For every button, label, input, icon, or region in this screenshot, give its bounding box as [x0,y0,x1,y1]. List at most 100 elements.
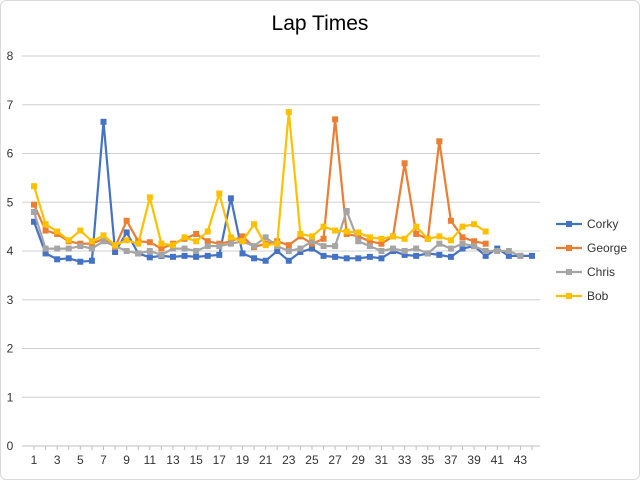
data-point-corky [193,254,199,260]
data-point-bob [413,224,419,230]
legend-swatch-marker [566,221,572,227]
data-point-corky [100,119,106,125]
data-point-chris [124,248,130,254]
data-point-bob [378,236,384,242]
data-point-chris [193,248,199,254]
data-point-chris [182,246,188,252]
data-point-george [413,231,419,237]
data-point-corky [436,252,442,258]
data-point-corky [344,255,350,261]
data-point-bob [43,221,49,227]
data-point-george [147,239,153,245]
data-point-corky [286,258,292,264]
x-tick-label: 7 [100,453,107,467]
y-tick-label: 5 [7,195,14,209]
data-point-bob [390,233,396,239]
data-point-bob [425,236,431,242]
data-point-corky [378,255,384,261]
data-point-chris [471,243,477,249]
data-point-bob [239,238,245,244]
legend-item-bob: Bob [556,289,609,303]
data-point-bob [124,237,130,243]
data-point-bob [100,232,106,238]
data-point-chris [66,246,72,252]
x-tick-label: 5 [77,453,84,467]
data-point-chris [332,243,338,249]
data-point-bob [193,238,199,244]
legend-label-chris: Chris [587,265,615,279]
data-point-chris [344,208,350,214]
data-point-bob [251,221,257,227]
data-point-chris [378,248,384,254]
x-tick-label: 39 [467,453,481,467]
data-point-chris [251,243,257,249]
data-point-chris [216,243,222,249]
data-point-george [332,116,338,122]
x-axis-tick-labels: 1 3 5 7 9 11 13 15 17 19 21 23 25 27 29 31 33 35 37 39 41 43 [31,453,528,467]
data-point-corky [332,254,338,260]
data-point-chris [89,246,95,252]
data-point-corky [182,253,188,259]
y-tick-label: 2 [7,342,14,356]
data-point-corky [367,254,373,260]
data-point-george [436,138,442,144]
legend: Corky George Chris Bob [556,217,627,303]
data-point-corky [66,255,72,261]
data-point-bob [228,234,234,240]
data-point-chris [506,248,512,254]
legend-swatch-marker [566,293,572,299]
data-point-bob [471,221,477,227]
data-point-bob [332,228,338,234]
data-point-bob [77,228,83,234]
data-point-chris [367,243,373,249]
data-point-bob [135,241,141,247]
data-point-george [43,228,49,234]
x-tick-label: 41 [491,453,505,467]
data-point-george [286,242,292,248]
data-point-chris [297,246,303,252]
data-point-corky [124,229,130,235]
x-tick-label: 15 [189,453,203,467]
data-point-chris [483,248,489,254]
data-point-chris [436,241,442,247]
data-point-chris [321,243,327,249]
data-point-bob [66,237,72,243]
data-point-chris [43,246,49,252]
series-group [31,109,535,265]
data-point-bob [448,237,454,243]
data-point-corky [205,253,211,259]
data-point-chris [77,243,83,249]
y-tick-label: 0 [7,439,14,453]
data-point-chris [402,248,408,254]
data-point-bob [147,194,153,200]
x-axis [22,446,540,450]
data-point-bob [286,109,292,115]
data-point-chris [494,248,500,254]
data-point-george [483,241,489,247]
y-tick-label: 6 [7,147,14,161]
data-point-bob [216,190,222,196]
y-tick-label: 8 [7,49,14,63]
data-point-bob [263,242,269,248]
data-point-corky [77,259,83,265]
data-point-corky [147,254,153,260]
data-point-chris [390,246,396,252]
data-point-bob [89,238,95,244]
legend-item-george: George [556,241,627,255]
y-tick-label: 4 [7,244,14,258]
data-point-bob [460,224,466,230]
data-point-bob [170,242,176,248]
data-point-george [460,234,466,240]
data-point-bob [344,229,350,235]
data-point-chris [31,209,37,215]
x-tick-label: 33 [398,453,412,467]
data-point-bob [355,229,361,235]
x-tick-label: 21 [259,453,273,467]
x-tick-label: 31 [375,453,389,467]
data-point-bob [31,183,37,189]
x-tick-label: 17 [213,453,227,467]
data-point-chris [135,250,141,256]
data-point-corky [529,253,535,259]
data-point-corky [216,252,222,258]
